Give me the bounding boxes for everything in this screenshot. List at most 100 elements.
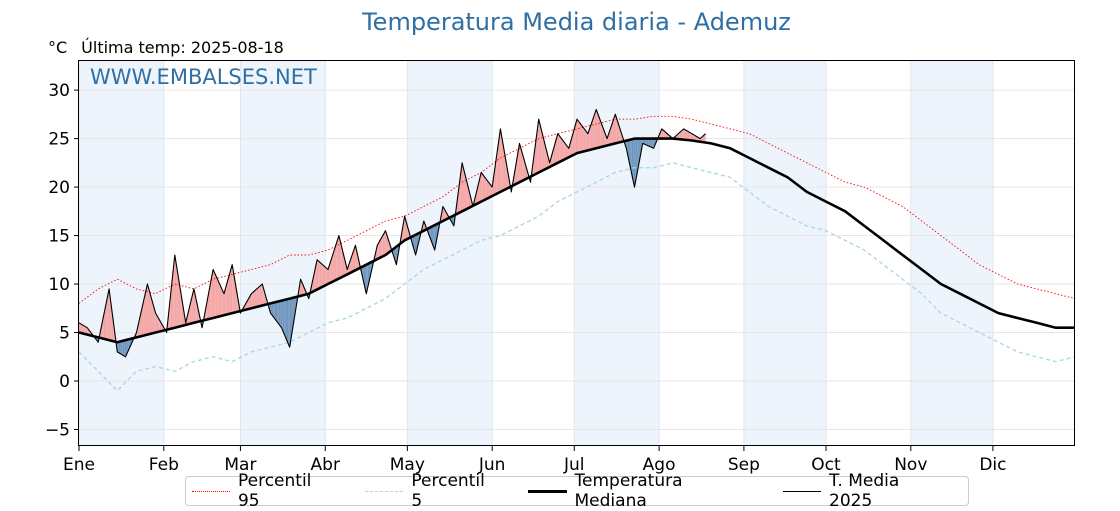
fill-above-median <box>664 131 666 139</box>
fill-above-median <box>248 296 251 309</box>
fill-above-median <box>154 308 156 333</box>
fill-above-median <box>457 183 460 214</box>
fill-above-median <box>563 141 565 161</box>
x-tick-label: May <box>390 455 425 475</box>
fill-above-median <box>214 272 216 318</box>
watermark-text: WWW.EMBALSES.NET <box>90 65 317 89</box>
fill-above-median <box>176 263 178 328</box>
fill-above-median <box>328 265 330 285</box>
fill-above-median <box>479 172 482 203</box>
fill-above-median <box>219 284 222 317</box>
fill-below-median <box>293 297 296 322</box>
fill-above-median <box>520 148 523 182</box>
fill-above-median <box>222 290 225 316</box>
fill-above-median <box>551 153 553 167</box>
series-p95-line <box>78 115 1076 304</box>
fill-below-median <box>645 138 647 146</box>
fill-below-median <box>653 138 655 149</box>
fill-above-median <box>519 143 521 183</box>
fill-above-median <box>590 121 593 150</box>
fill-above-median <box>143 296 145 336</box>
legend-swatch-p5 <box>365 490 404 492</box>
x-tick-label: Feb <box>149 455 179 475</box>
fill-below-median <box>276 301 278 323</box>
fill-below-median <box>639 138 642 158</box>
fill-above-median <box>618 122 620 143</box>
fill-above-median <box>144 290 147 336</box>
fill-above-median <box>497 138 500 194</box>
fill-above-median <box>255 288 257 308</box>
fill-above-median <box>559 135 561 163</box>
x-tick-label: Sep <box>728 455 760 475</box>
fill-above-median <box>568 143 571 158</box>
fill-above-median <box>329 261 331 284</box>
fill-above-median <box>338 235 341 279</box>
fill-above-median <box>557 133 560 163</box>
fill-above-median <box>613 114 616 144</box>
fill-above-median <box>616 118 619 144</box>
fill-above-median <box>148 288 151 335</box>
series-current-line <box>78 108 706 358</box>
fill-above-median <box>384 230 386 256</box>
fill-above-median <box>404 216 406 241</box>
fill-above-median <box>300 279 303 296</box>
fill-above-median <box>224 288 226 316</box>
fill-above-median <box>463 168 465 211</box>
fill-above-median <box>210 276 212 319</box>
x-tick-label: Ago <box>643 455 676 475</box>
chart-title: Temperatura Media diaria - Ademuz <box>362 8 791 36</box>
fill-above-median <box>518 143 520 183</box>
fill-above-median <box>106 295 108 340</box>
fill-above-median <box>679 131 681 140</box>
fill-below-median <box>646 138 649 146</box>
fill-above-median <box>555 138 557 165</box>
fill-above-median <box>81 324 84 334</box>
fill-above-median <box>704 133 706 143</box>
fill-above-median <box>582 126 584 152</box>
fill-above-median <box>423 221 426 231</box>
fill-above-median <box>319 262 322 289</box>
fill-above-median <box>333 248 335 282</box>
fill-above-median <box>229 269 231 314</box>
fill-below-median <box>274 302 277 321</box>
fill-below-median <box>270 303 272 315</box>
fill-above-median <box>334 244 337 281</box>
fill-below-median <box>416 233 419 250</box>
fill-above-median <box>689 132 691 141</box>
fill-above-median <box>589 125 591 151</box>
fill-above-median <box>486 179 489 199</box>
fill-above-median <box>156 315 159 333</box>
x-tick-label: Nov <box>894 455 927 475</box>
legend-swatch-p95 <box>192 490 230 492</box>
fill-above-median <box>682 128 684 140</box>
fill-above-median <box>574 124 576 155</box>
fill-above-median <box>111 309 114 342</box>
fill-above-median <box>583 128 586 152</box>
fill-below-median <box>125 339 127 357</box>
fill-below-median <box>278 301 281 326</box>
fill-above-median <box>137 320 140 338</box>
legend-item-median: Temperatura Mediana <box>528 471 751 511</box>
month-band <box>407 61 493 446</box>
legend-label-p5: Percentil 5 <box>411 471 485 511</box>
fill-above-median <box>385 230 387 255</box>
fill-above-median <box>147 284 149 335</box>
fill-below-median <box>124 340 126 357</box>
fill-above-median <box>702 134 705 143</box>
fill-above-median <box>337 235 339 280</box>
fill-above-median <box>326 268 328 285</box>
grid-lines <box>78 61 1075 446</box>
x-tick-label: Abr <box>311 455 340 475</box>
fill-below-median <box>637 138 639 173</box>
fill-above-median <box>177 271 179 327</box>
x-axis-ticks: Ene Feb Mar Abr May Jun Jul Ago Sep Oct Nov Dic <box>63 446 1006 475</box>
fill-above-median <box>191 294 193 324</box>
fill-above-median <box>499 128 501 193</box>
fill-below-median <box>649 138 651 148</box>
fill-above-median <box>233 272 235 313</box>
fill-above-median <box>208 284 211 320</box>
fill-above-median <box>485 177 487 200</box>
fill-below-median <box>642 138 645 145</box>
fill-above-median <box>567 146 569 158</box>
fill-above-median <box>206 298 208 320</box>
